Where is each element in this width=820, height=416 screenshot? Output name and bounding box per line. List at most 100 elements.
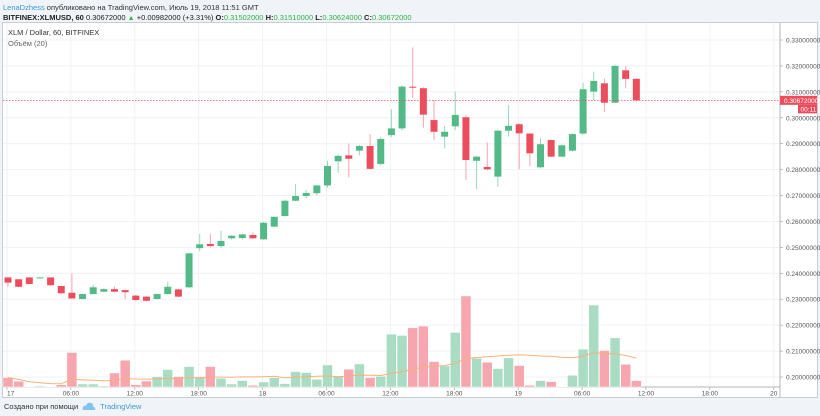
last-price: 0.30672000: [85, 13, 126, 22]
time-tick-label: 18:00: [191, 391, 208, 398]
candle-up: [270, 216, 278, 227]
volume-bar-up: [183, 366, 195, 388]
volume-bar-down: [173, 376, 184, 388]
candle-down: [515, 124, 523, 134]
volume-bar-up: [34, 385, 46, 388]
close-label: C:: [364, 13, 372, 22]
volume-bar-down: [2, 377, 14, 388]
volume-bar-down: [524, 385, 536, 388]
volume-bar-up: [577, 348, 589, 388]
low-label: L:: [315, 13, 323, 22]
candle-down: [142, 296, 150, 301]
high-value: 0.31510000: [273, 13, 314, 22]
candle-up: [185, 253, 193, 288]
candle-down: [622, 70, 630, 79]
time-tick-label: 20: [770, 391, 778, 398]
candle-up: [355, 146, 363, 151]
candle-up: [228, 235, 236, 239]
publish-info: LenaDzhess опубликовано на TradingView.c…: [3, 3, 259, 12]
time-tick-label: 12:00: [382, 391, 399, 398]
candle-up: [302, 192, 310, 197]
tradingview-cloud-icon: [82, 402, 96, 410]
candle-down: [25, 277, 33, 284]
candle-down: [526, 133, 534, 154]
candle-up: [313, 185, 321, 194]
price-tick-label: 0.26000000: [786, 219, 820, 226]
volume-bar-down: [364, 377, 376, 388]
footer: Создано при помощи TradingView: [4, 401, 141, 411]
time-tick-label: 17: [7, 391, 15, 398]
candle-down: [4, 277, 12, 283]
volume-bar-up: [492, 368, 504, 388]
volume-bar-up: [450, 332, 461, 388]
volume-bar-up: [535, 380, 546, 388]
price-tick-label: 0.21000000: [786, 349, 820, 356]
volume-bar-up: [375, 376, 386, 388]
price-tick-label: 0.22000000: [786, 323, 820, 330]
tradingview-link[interactable]: TradingView: [100, 401, 142, 411]
volume-bar-down: [631, 380, 642, 388]
last-price-label-bg: [780, 95, 817, 105]
volume-bar-down: [141, 380, 152, 388]
volume-bar-down: [24, 386, 35, 388]
open-value: 0.31502000: [223, 13, 264, 22]
open-label: O:: [215, 13, 224, 22]
candle-up: [238, 234, 246, 239]
time-tick-label: 18: [259, 391, 267, 398]
volume-bar-down: [513, 365, 525, 388]
volume-bar-up: [151, 376, 163, 388]
volume-bar-up: [386, 333, 397, 388]
time-tick-label: 19: [515, 391, 523, 398]
volume-bar-down: [56, 384, 67, 388]
candle-down: [174, 289, 182, 297]
price-tick-label: 0.27000000: [786, 193, 820, 200]
volume-bar-up: [471, 357, 482, 388]
time-tick-label: 12:00: [638, 391, 655, 398]
volume-bar-down: [66, 352, 78, 388]
candle-down: [632, 78, 640, 101]
candle-up: [281, 200, 289, 217]
candle-up: [441, 131, 449, 137]
price-tick-label: 0.32000000: [786, 63, 820, 70]
volume-bar-down: [599, 350, 610, 388]
time-tick-label: 12:00: [127, 391, 144, 398]
volume-bar-up: [439, 365, 450, 388]
volume-bar-up: [87, 383, 99, 388]
volume-bar-up: [567, 375, 578, 388]
volume-bar-up: [300, 372, 312, 388]
candle-down: [345, 155, 353, 159]
volume-bar-up: [588, 304, 599, 388]
volume-bar-up: [258, 381, 269, 388]
symbol-quote-line: BITFINEX:XLMUSD, 60 0.30672000 ▲ +0.0098…: [3, 13, 412, 22]
price-tick-label: 0.31000000: [786, 89, 820, 96]
price-tick-label: 0.33000000: [786, 38, 820, 45]
volume-bar-down: [482, 361, 493, 388]
volume-bar-up: [269, 377, 280, 388]
price-tick-label: 0.20000000: [786, 375, 820, 382]
volume-bar-up: [332, 375, 344, 388]
volume-bar-up: [609, 337, 621, 388]
price-tick-label: 0.24000000: [786, 271, 820, 278]
candle-down: [366, 146, 374, 169]
candle-down: [547, 140, 555, 157]
candle-down: [419, 88, 427, 115]
candle-up: [558, 145, 566, 157]
volume-bar-up: [503, 357, 514, 388]
volume-bar-down: [407, 327, 418, 388]
time-tick-label: 06:00: [318, 391, 335, 398]
candle-up: [260, 222, 268, 240]
low-value: 0.30624000: [322, 13, 362, 22]
volume-bar-down: [620, 363, 631, 388]
volume-ma-line: [7, 352, 637, 385]
candle-down: [111, 289, 118, 292]
candle-up: [100, 289, 108, 292]
candle-up: [89, 287, 97, 295]
symbol: BITFINEX:XLMUSD, 60: [3, 13, 84, 22]
candle-down: [409, 86, 417, 88]
candle-down: [206, 244, 214, 247]
candle-up: [292, 196, 300, 201]
volume-bar-down: [13, 381, 24, 388]
price-change: +0.00982000 (+3.31%): [136, 13, 214, 22]
author-link[interactable]: LenaDzhess: [3, 3, 45, 12]
